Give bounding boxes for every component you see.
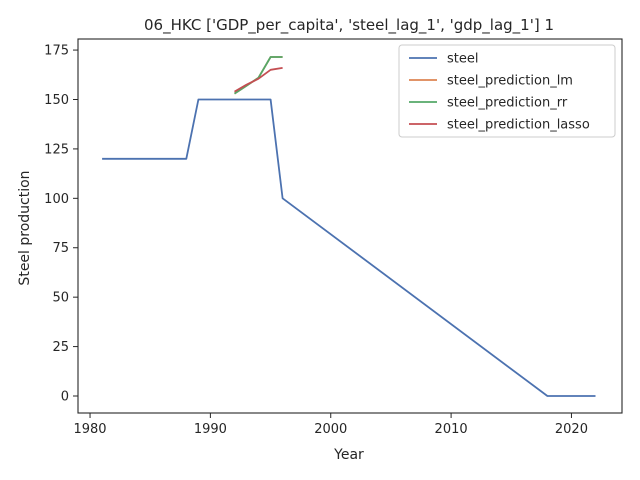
axes-frame <box>77 38 623 414</box>
legend-label: steel_prediction_lm <box>447 74 573 89</box>
legend: steel steel_prediction_lm steel_prediction… <box>398 44 616 138</box>
series-line-steel <box>102 98 596 397</box>
x-axis-label: Year <box>333 447 364 463</box>
plot-area: 1980 1990 2000 2010 2020 0 25 50 75 100 125 150 175 <box>44 38 623 437</box>
y-tick-label: 0 <box>61 390 69 405</box>
legend-box <box>398 44 616 138</box>
y-axis-label: Steel production <box>17 170 33 285</box>
legend-label: steel <box>447 52 478 67</box>
series-line-steel-prediction-lasso <box>234 67 283 93</box>
x-tick-label: 2020 <box>555 422 588 437</box>
y-tick-label: 50 <box>52 291 69 306</box>
y-tick-label: 150 <box>44 93 69 108</box>
legend-label: steel_prediction_rr <box>447 96 568 111</box>
x-tick-label: 1990 <box>194 422 227 437</box>
x-tick-label: 2010 <box>435 422 468 437</box>
y-tick-label: 75 <box>52 241 69 256</box>
y-tick-label: 175 <box>44 44 69 59</box>
x-tick-label: 2000 <box>314 422 347 437</box>
y-tick-label: 100 <box>44 192 69 207</box>
y-tick-label: 25 <box>52 340 69 355</box>
chart-title: 06_HKC ['GDP_per_capita', 'steel_lag_1',… <box>144 16 554 35</box>
x-tick-label: 1980 <box>73 422 106 437</box>
y-tick-label: 125 <box>44 142 69 157</box>
legend-label: steel_prediction_lasso <box>447 118 590 133</box>
